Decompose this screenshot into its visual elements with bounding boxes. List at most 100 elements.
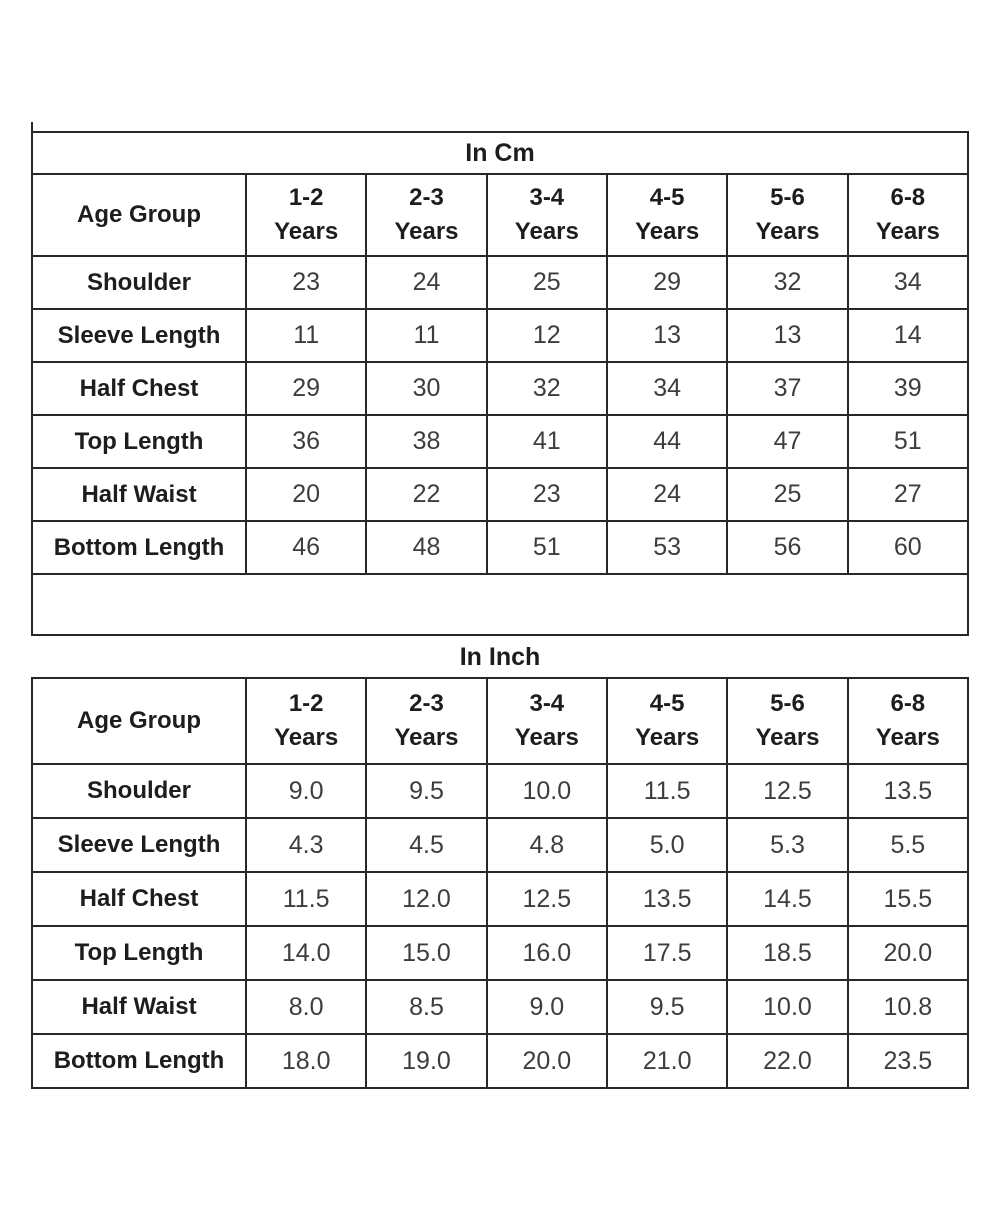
age-unit-line: Years xyxy=(394,724,459,751)
measurement-value: 10.0 xyxy=(485,763,608,819)
measurement-value: 12 xyxy=(485,308,608,363)
measurement-label: Shoulder xyxy=(31,763,247,819)
measurement-row: Sleeve Length 4.3 4.5 4.8 5.0 5.3 5.5 xyxy=(31,817,970,873)
measurement-value: 51 xyxy=(485,520,608,575)
measurement-value: 12.0 xyxy=(365,871,488,927)
measurement-value: 4.8 xyxy=(485,817,608,873)
corner-header-age-group: Age Group xyxy=(31,677,247,765)
measurement-value: 10.8 xyxy=(846,979,970,1035)
age-range-line: 1-2 xyxy=(288,184,324,211)
measurement-value: 5.5 xyxy=(846,817,970,873)
measurement-value: 13 xyxy=(726,308,849,363)
age-column-header: 6-8 Years xyxy=(846,677,970,765)
measurement-row: Shoulder 23 24 25 29 32 34 xyxy=(31,255,970,310)
measurement-value: 25 xyxy=(485,255,608,310)
corner-header-age-group: Age Group xyxy=(31,173,247,257)
table-title-cm: In Cm xyxy=(31,131,969,175)
measurement-row: Bottom Length 18.0 19.0 20.0 21.0 22.0 23.5 xyxy=(31,1033,970,1089)
age-unit-line: Years xyxy=(394,218,459,245)
measurement-value: 18.0 xyxy=(244,1033,368,1089)
measurement-label: Half Chest xyxy=(31,361,247,416)
age-column-header: 3-4 Years xyxy=(485,677,608,765)
measurement-value: 34 xyxy=(605,361,729,416)
measurement-label: Half Waist xyxy=(31,467,247,522)
age-header-row: Age Group 1-2 Years 2-3 Years 3-4 Years 4-5 Year… xyxy=(31,173,970,257)
age-unit-line: Years xyxy=(514,724,579,751)
measurement-value: 39 xyxy=(846,361,970,416)
measurement-value: 19.0 xyxy=(365,1033,488,1089)
age-range-line: 5-6 xyxy=(770,184,805,211)
measurement-label: Sleeve Length xyxy=(31,308,247,363)
measurement-value: 11.5 xyxy=(605,763,729,819)
measurement-row: Half Chest 11.5 12.0 12.5 13.5 14.5 15.5 xyxy=(31,871,970,927)
age-unit-line: Years xyxy=(635,218,700,245)
age-column-header: 4-5 Years xyxy=(605,677,729,765)
age-column-header: 4-5 Years xyxy=(605,173,729,257)
age-column-header: 5-6 Years xyxy=(726,677,849,765)
age-range-line: 1-2 xyxy=(288,690,324,717)
age-range-line: 2-3 xyxy=(409,184,444,211)
measurement-value: 12.5 xyxy=(485,871,608,927)
measurement-value: 56 xyxy=(726,520,849,575)
measurement-value: 23.5 xyxy=(846,1033,970,1089)
measurement-value: 36 xyxy=(244,414,368,469)
age-column-header: 6-8 Years xyxy=(846,173,970,257)
measurement-value: 53 xyxy=(605,520,729,575)
measurement-value: 9.5 xyxy=(605,979,729,1035)
age-header-row: Age Group 1-2 Years 2-3 Years 3-4 Years 4-5 Year… xyxy=(31,677,970,765)
measurement-value: 32 xyxy=(726,255,849,310)
measurement-value: 16.0 xyxy=(485,925,608,981)
measurement-value: 47 xyxy=(726,414,849,469)
age-column-header: 3-4 Years xyxy=(485,173,608,257)
age-unit-line: Years xyxy=(274,724,339,751)
age-range-line: 4-5 xyxy=(649,690,685,717)
measurement-row: Sleeve Length 11 11 12 13 13 14 xyxy=(31,308,970,363)
age-range-line: 5-6 xyxy=(770,690,805,717)
measurement-value: 8.5 xyxy=(365,979,488,1035)
measurement-value: 8.0 xyxy=(244,979,368,1035)
table-title-row: In Cm xyxy=(31,131,969,175)
age-range-line: 6-8 xyxy=(890,690,926,717)
measurement-row: Bottom Length 46 48 51 53 56 60 xyxy=(31,520,970,575)
age-range-line: 2-3 xyxy=(409,690,444,717)
measurement-value: 20 xyxy=(244,467,368,522)
age-unit-line: Years xyxy=(875,724,940,751)
measurement-value: 5.3 xyxy=(726,817,849,873)
measurement-row: Half Waist 20 22 23 24 25 27 xyxy=(31,467,970,522)
measurement-label: Half Chest xyxy=(31,871,247,927)
measurement-value: 38 xyxy=(365,414,488,469)
measurement-label: Shoulder xyxy=(31,255,247,310)
size-table-inch: Age Group 1-2 Years 2-3 Years 3-4 Years 4-5 Year… xyxy=(31,677,970,1089)
measurement-value: 14.5 xyxy=(726,871,849,927)
measurement-value: 32 xyxy=(485,361,608,416)
measurement-value: 29 xyxy=(605,255,729,310)
measurement-value: 22 xyxy=(365,467,488,522)
measurement-row: Half Waist 8.0 8.5 9.0 9.5 10.0 10.8 xyxy=(31,979,970,1035)
age-range-line: 3-4 xyxy=(529,184,565,211)
measurement-value: 51 xyxy=(846,414,970,469)
table-title-inch: In Inch xyxy=(459,642,541,671)
measurement-value: 13.5 xyxy=(605,871,729,927)
age-unit-line: Years xyxy=(635,724,700,751)
measurement-label: Bottom Length xyxy=(31,1033,247,1089)
age-range-line: 3-4 xyxy=(529,690,565,717)
measurement-value: 22.0 xyxy=(726,1033,849,1089)
measurement-value: 20.0 xyxy=(485,1033,608,1089)
empty-spacer-row xyxy=(31,573,969,636)
measurement-row: Half Chest 29 30 32 34 37 39 xyxy=(31,361,970,416)
empty-spacer-cell xyxy=(31,573,969,636)
measurement-value: 13 xyxy=(605,308,729,363)
measurement-value: 34 xyxy=(846,255,970,310)
measurement-value: 60 xyxy=(846,520,970,575)
age-unit-line: Years xyxy=(755,218,820,245)
measurement-value: 11 xyxy=(244,308,368,363)
measurement-row: Top Length 14.0 15.0 16.0 17.5 18.5 20.0 xyxy=(31,925,970,981)
measurement-value: 13.5 xyxy=(846,763,970,819)
measurement-value: 44 xyxy=(605,414,729,469)
measurement-value: 9.0 xyxy=(244,763,368,819)
age-column-header: 5-6 Years xyxy=(726,173,849,257)
measurement-value: 23 xyxy=(485,467,608,522)
age-column-header: 2-3 Years xyxy=(365,173,488,257)
measurement-value: 21.0 xyxy=(605,1033,729,1089)
